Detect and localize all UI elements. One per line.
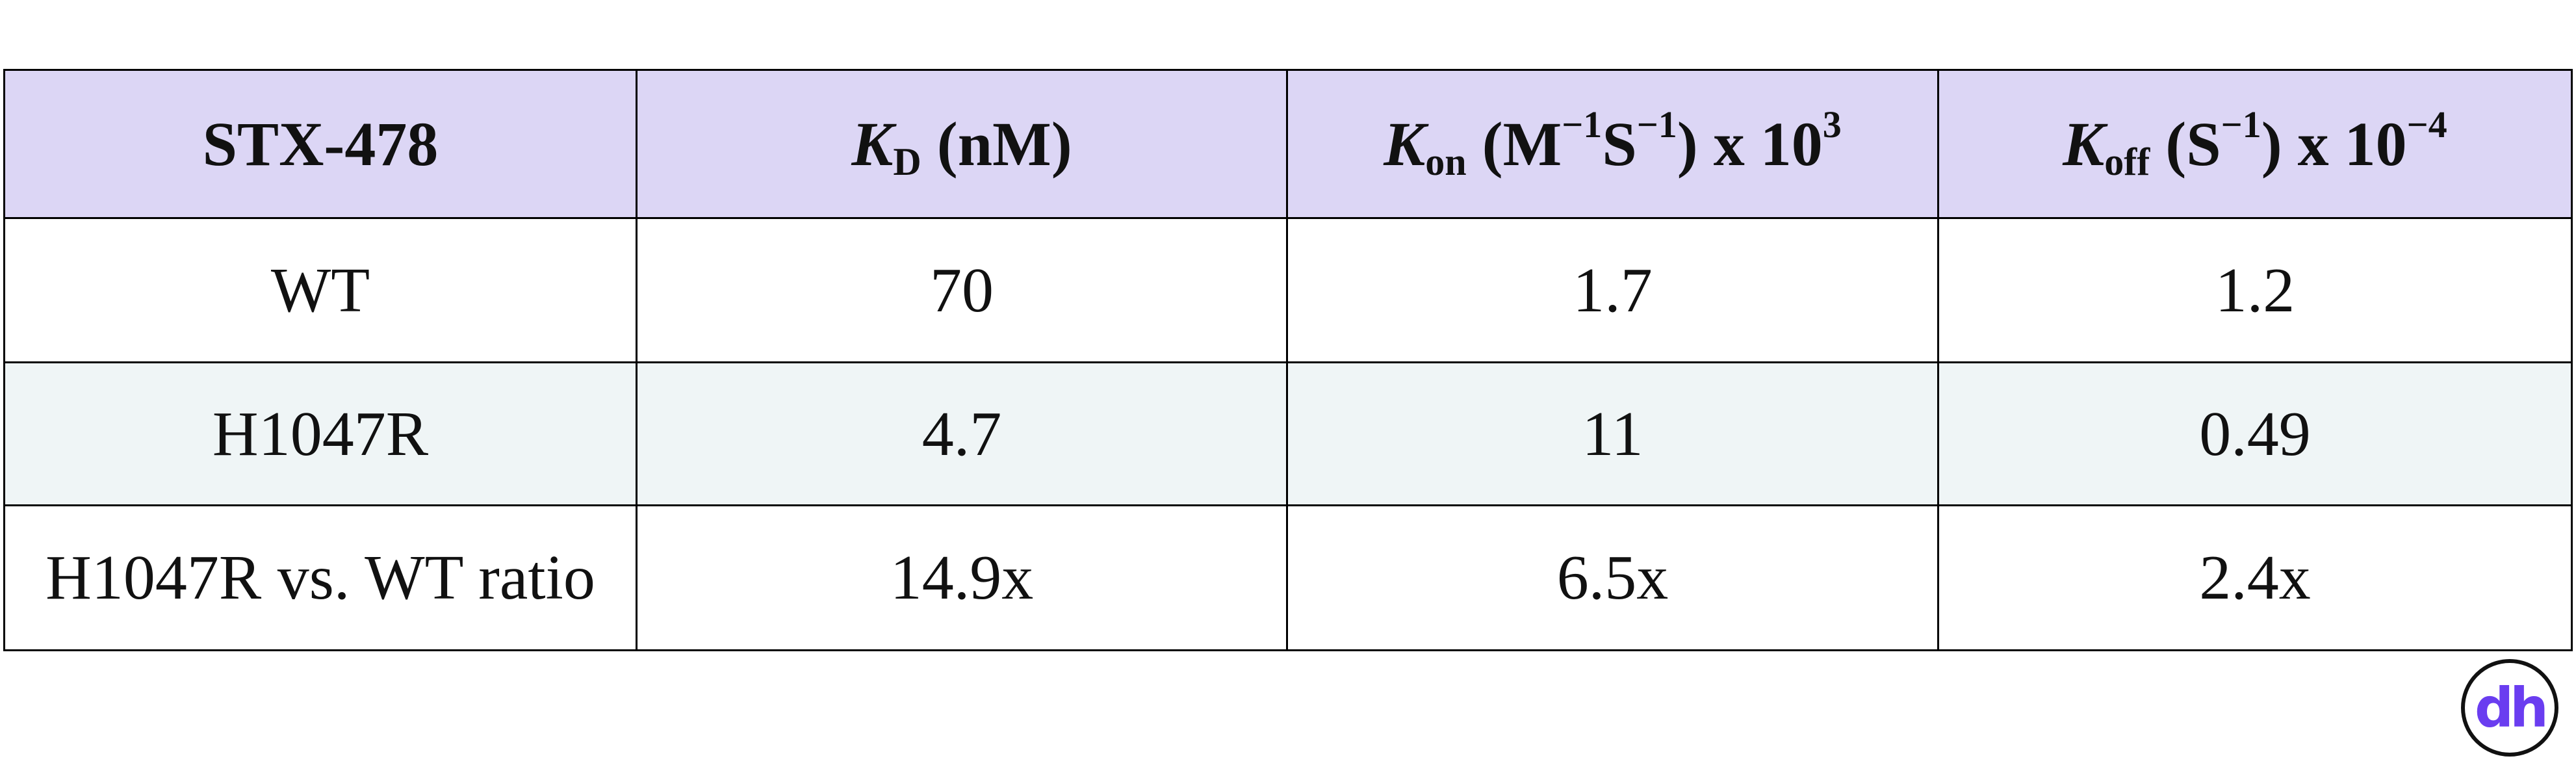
- table-cell: 4.7: [636, 361, 1288, 506]
- header-text: (nM): [921, 109, 1072, 179]
- table-cell: 14.9x: [636, 504, 1288, 651]
- header-text: −1: [1636, 103, 1677, 146]
- header-text: 3: [1822, 103, 1842, 146]
- header-text: (S: [2150, 109, 2221, 179]
- table-cell: 70: [636, 217, 1288, 363]
- header-text: S: [1602, 109, 1637, 179]
- header-text: K: [851, 109, 894, 179]
- table-cell: 11: [1286, 361, 1939, 506]
- header-text: on: [1425, 140, 1467, 183]
- logo: dh: [2461, 659, 2558, 757]
- table-cell: 1.2: [1937, 217, 2573, 363]
- table-cell: WT: [3, 217, 638, 363]
- table-cell: 1.7: [1286, 217, 1939, 363]
- table-cell: H1047R: [3, 361, 638, 506]
- header-text: (M: [1466, 109, 1562, 179]
- table-cell: 2.4x: [1937, 504, 2573, 651]
- header-text: D: [893, 140, 921, 183]
- header-text: −1: [1562, 103, 1603, 146]
- header-text: STX-478: [202, 109, 439, 179]
- header-text: K: [2063, 109, 2105, 179]
- header-text: ) x 10: [1677, 109, 1823, 179]
- header-cell: STX-478: [3, 69, 638, 219]
- header-text: K: [1384, 109, 1426, 179]
- table-cell: 6.5x: [1286, 504, 1939, 651]
- header-text: −1: [2221, 103, 2261, 146]
- header-text: off: [2104, 140, 2150, 183]
- header-text: −4: [2406, 103, 2447, 146]
- table-cell: 0.49: [1937, 361, 2573, 506]
- header-text: ) x 10: [2261, 109, 2407, 179]
- table-cell: H1047R vs. WT ratio: [3, 504, 638, 651]
